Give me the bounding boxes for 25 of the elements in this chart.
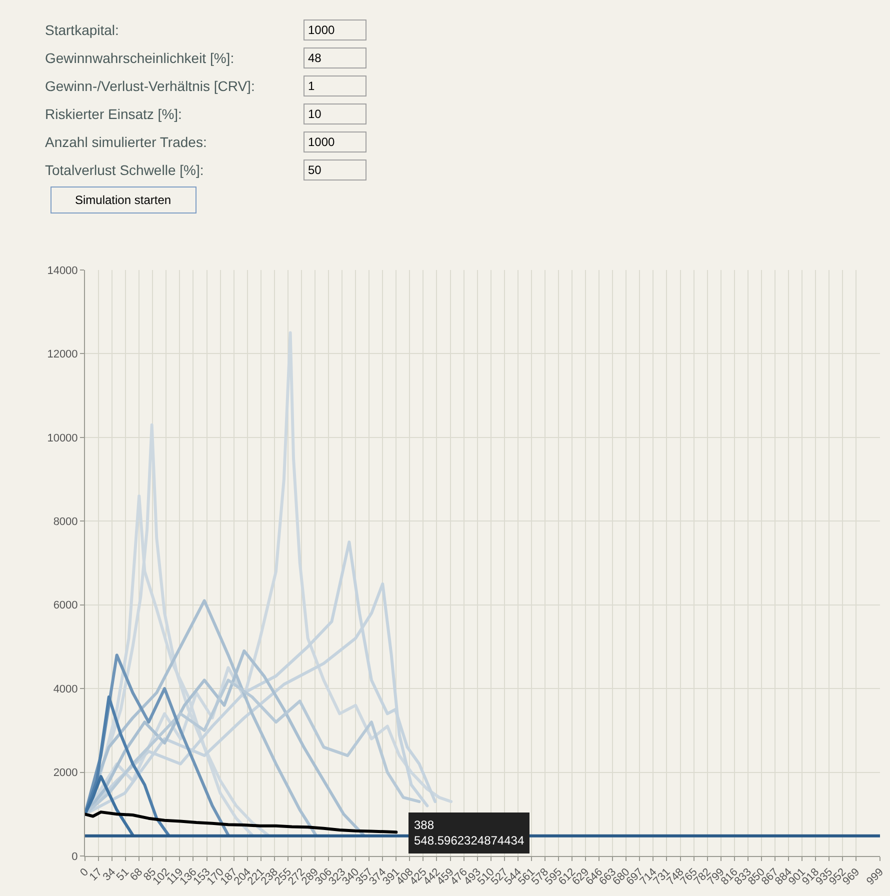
x-tick-label: 51 <box>114 866 132 884</box>
y-tick-label: 8000 <box>53 516 78 528</box>
text: 48 <box>308 51 322 65</box>
text: Simulation starten <box>75 193 172 207</box>
text: Gewinn-/Verlust-Verhältnis [CRV]: <box>45 78 255 94</box>
text: 50 <box>308 163 322 177</box>
y-tick-label: 6000 <box>53 600 78 612</box>
text: 1000 <box>308 135 336 149</box>
text: 1 <box>308 79 315 93</box>
text: 1000 <box>308 23 336 37</box>
text: 10 <box>308 107 322 121</box>
x-tick-label: 0 <box>78 866 92 880</box>
annotation: 388 548.5962324874434 <box>414 818 524 848</box>
text: Anzahl simulierter Trades: <box>45 134 207 150</box>
y-tick-label: 14000 <box>47 264 78 277</box>
x-tick-label: 999 <box>864 866 886 888</box>
y-tick-label: 10000 <box>47 432 78 444</box>
y-tick-label: 0 <box>72 850 78 863</box>
text: Totalverlust Schwelle [%]: <box>45 162 204 178</box>
y-tick-label: 4000 <box>53 683 78 696</box>
text: Riskierter Einsatz [%]: <box>45 106 182 122</box>
text: Startkapital: <box>45 22 119 38</box>
y-tick-label: 2000 <box>53 767 78 780</box>
text: Gewinnwahrscheinlichkeit [%]: <box>45 50 234 66</box>
y-tick-label: 12000 <box>47 348 78 361</box>
